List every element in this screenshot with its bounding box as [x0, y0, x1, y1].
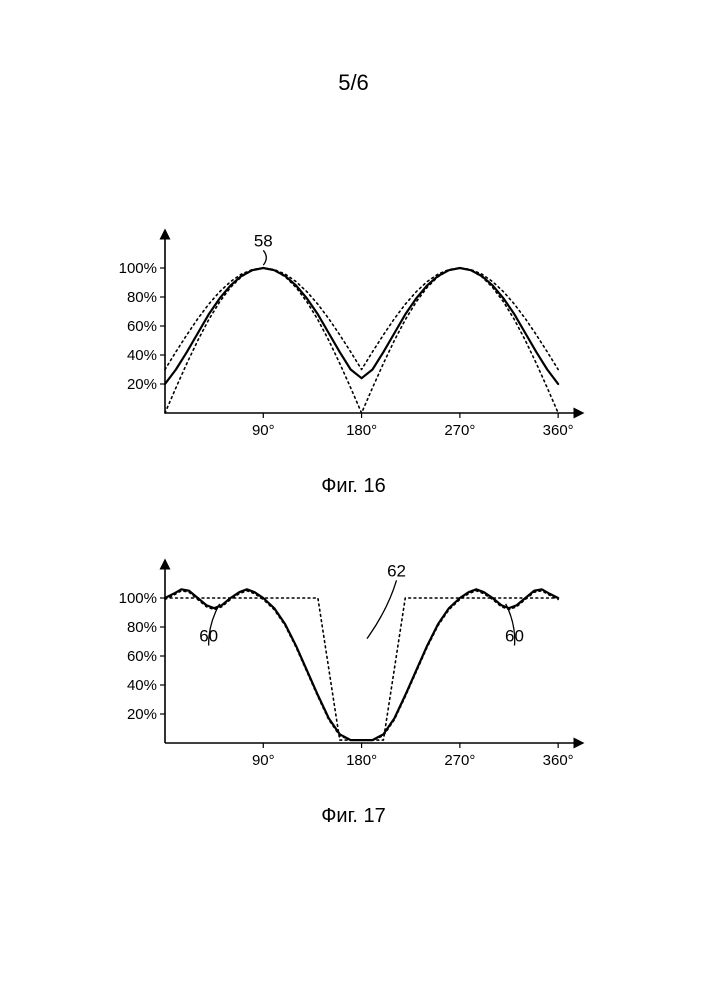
x-tick-label: 180°	[346, 752, 377, 769]
figure-17-caption: Фиг. 17	[0, 805, 707, 828]
figure-16-caption: Фиг. 16	[0, 475, 707, 498]
annotation-58: 58	[254, 231, 273, 250]
y-tick-label: 60%	[127, 648, 157, 665]
x-tick-label: 360°	[543, 752, 574, 769]
figure-17-chart: 90°180°270°360°20%40%60%80%100%626060	[110, 555, 590, 780]
y-tick-label: 100%	[119, 260, 157, 277]
page-number: 5/6	[0, 70, 707, 96]
series-main-dotted-shadow	[165, 591, 558, 740]
y-tick-label: 40%	[127, 347, 157, 364]
figure-16-chart: 90° 180° 270° 360° 20% 40% 60% 80% 100% 58	[110, 225, 590, 450]
x-tick-label: 90°	[252, 422, 275, 439]
y-tick-label: 100%	[119, 590, 157, 607]
series-upper-dotted	[165, 268, 558, 370]
x-tick-label: 360°	[543, 422, 574, 439]
annotation-leader-58	[263, 250, 266, 265]
annotation-62: 62	[387, 561, 406, 580]
figure-17: 90°180°270°360°20%40%60%80%100%626060	[110, 555, 590, 785]
series-abs-sin	[165, 268, 558, 413]
y-tick-label: 20%	[127, 706, 157, 723]
x-tick-label: 90°	[252, 752, 275, 769]
x-tick-label: 270°	[444, 422, 475, 439]
y-tick-label: 40%	[127, 677, 157, 694]
y-tick-label: 20%	[127, 376, 157, 393]
annotation-leader-62	[367, 580, 397, 638]
series-main-solid	[165, 589, 558, 740]
series-solid-58	[165, 268, 558, 384]
y-tick-label: 80%	[127, 289, 157, 306]
y-tick-label: 80%	[127, 619, 157, 636]
x-tick-label: 270°	[444, 752, 475, 769]
series-trapezoid-62	[165, 598, 558, 740]
page: 5/6 90° 180° 270° 360° 20% 40% 60% 80% 100% 58 Фи…	[0, 0, 707, 1000]
figure-16: 90° 180° 270° 360° 20% 40% 60% 80% 100% 58	[110, 225, 590, 455]
y-tick-label: 60%	[127, 318, 157, 335]
x-tick-label: 180°	[346, 422, 377, 439]
